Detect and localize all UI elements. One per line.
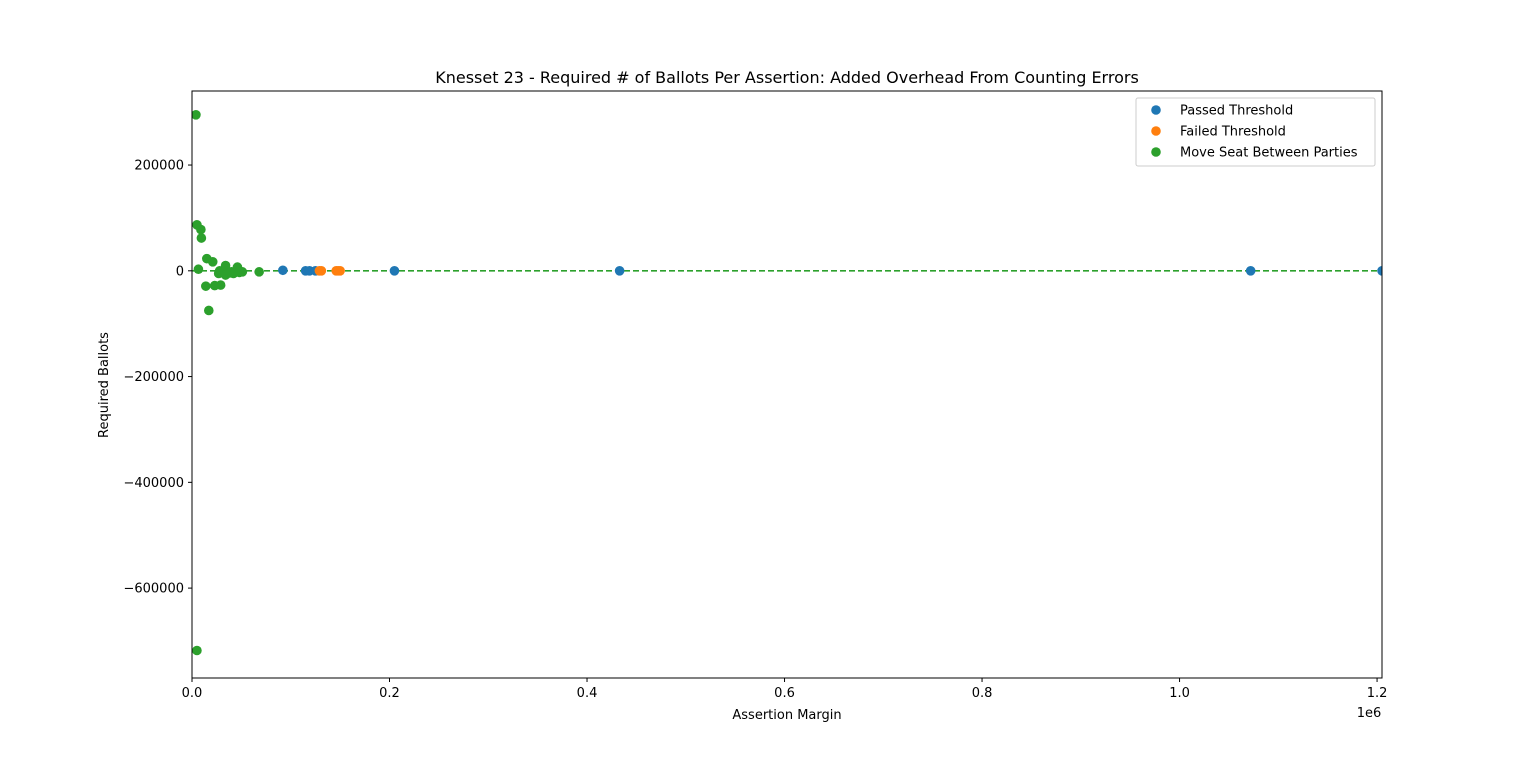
point-series-3 [192, 109, 201, 120]
y-tick-label: −600000 [123, 582, 184, 597]
point-series-3 [215, 280, 226, 290]
legend-marker [1151, 105, 1161, 115]
data-points-layer [192, 109, 1382, 656]
legend-label: Passed Threshold [1180, 104, 1293, 119]
point-series-1 [1377, 266, 1382, 276]
x-tick-label: 0.2 [379, 686, 400, 701]
x-tick-label: 1.0 [1169, 686, 1190, 701]
point-series-3 [203, 305, 214, 316]
point-series-1 [389, 266, 400, 276]
x-tick-label: 0.4 [577, 686, 598, 701]
point-series-1 [614, 266, 625, 276]
legend-label: Move Seat Between Parties [1180, 146, 1358, 161]
y-tick-label: 0 [176, 264, 184, 279]
legend-frame [1135, 97, 1376, 167]
point-series-3 [237, 267, 248, 277]
legend-marker [1151, 147, 1161, 157]
point-series-1 [278, 265, 288, 276]
y-tick-label: −200000 [123, 370, 184, 385]
x-axis-offset-label: 1e6 [1357, 706, 1382, 721]
point-series-2 [335, 266, 345, 276]
point-series-3 [254, 267, 264, 277]
legend: Passed Threshold Failed Threshold Move Sea… [1135, 97, 1376, 167]
legend-label: Failed Threshold [1180, 125, 1286, 140]
point-series-3 [201, 281, 211, 291]
x-tick-label: 0.6 [774, 686, 795, 701]
point-series-2 [316, 266, 327, 276]
point-series-3 [207, 257, 218, 267]
x-tick-label: 0.0 [182, 686, 203, 701]
x-axis-label: Assertion Margin [732, 708, 841, 723]
x-axis-ticks: 0.0 0.2 0.4 0.6 0.8 1.0 1.2 [182, 678, 1388, 701]
chart-title: Knesset 23 - Required # of Ballots Per A… [435, 68, 1139, 87]
points-clip-group [192, 109, 1382, 656]
point-series-3 [192, 645, 202, 656]
point-series-3 [193, 264, 204, 275]
plot-frame [191, 90, 1383, 679]
point-series-1 [1245, 266, 1256, 276]
point-series-3 [220, 260, 231, 271]
legend-marker [1151, 126, 1161, 136]
y-tick-label: 200000 [134, 159, 184, 174]
point-series-3 [196, 233, 207, 243]
x-tick-label: 0.8 [972, 686, 993, 701]
point-series-3 [196, 224, 206, 235]
x-tick-label: 1.2 [1367, 686, 1388, 701]
y-tick-label: −400000 [123, 476, 184, 491]
y-axis-label: Required Ballots [97, 332, 112, 438]
y-axis-ticks: 200000 0 −200000 −400000 −600000 [123, 159, 192, 597]
